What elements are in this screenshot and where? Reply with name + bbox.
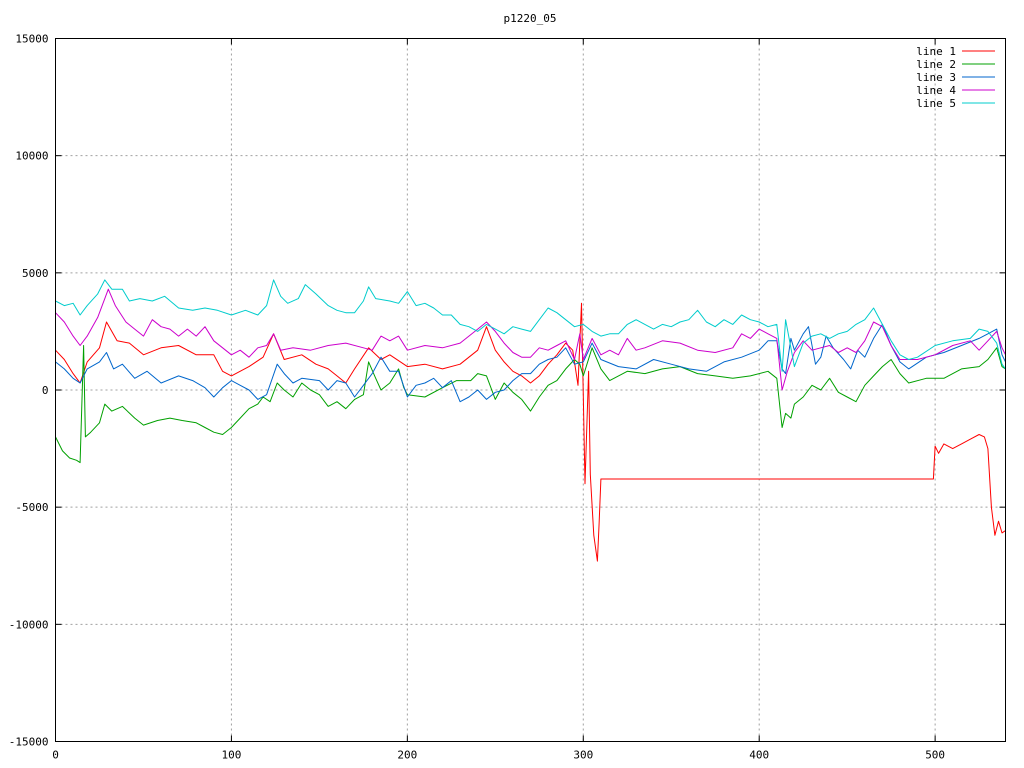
y-tick-label: 0 [42,384,49,397]
y-tick-label: -5000 [15,501,48,514]
series-group [55,279,1006,562]
chart-title: p1220_05 [504,12,557,25]
y-tick-label: 5000 [22,267,49,280]
y-tick-label: 10000 [15,150,48,163]
series-line-4 [55,288,1006,391]
series-line-2 [55,345,1006,464]
legend-label: line 2 [916,58,956,71]
x-tick-label: 500 [925,749,945,762]
gridlines [55,38,1006,742]
axis-ticks: -15000 -10000 -5000 0 5000 10000 15000 0 100 200 3… [9,33,1006,762]
y-tick-label: 15000 [15,33,48,46]
legend-label: line 1 [916,45,956,58]
legend-label: line 4 [916,84,956,97]
x-tick-label: 400 [749,749,769,762]
series-line-5 [55,279,1006,372]
x-tick-label: 300 [573,749,593,762]
y-tick-label: -10000 [9,618,49,631]
legend-label: line 5 [916,97,956,110]
x-tick-label: 0 [52,749,59,762]
x-tick-label: 200 [397,749,417,762]
legend-label: line 3 [916,71,956,84]
series-line-3 [55,323,1006,403]
y-tick-label: -15000 [9,736,49,749]
series-line-1 [55,302,1006,562]
x-tick-label: 100 [221,749,241,762]
